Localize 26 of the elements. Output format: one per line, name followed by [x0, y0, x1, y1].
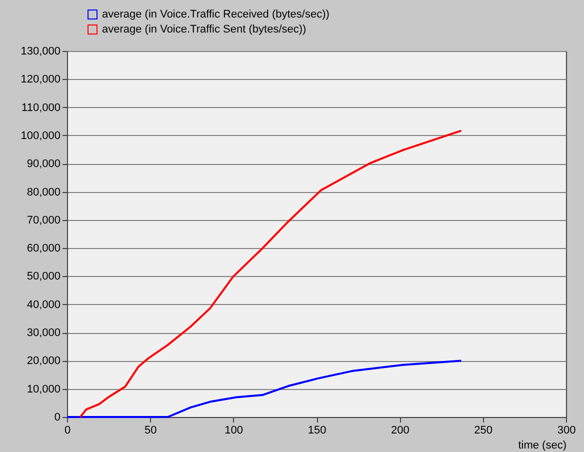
- x-axis-title: time (sec): [518, 440, 566, 452]
- line-series: [79, 130, 462, 418]
- x-tick-label: 150: [308, 424, 326, 436]
- y-tick-label: 130,000: [20, 46, 60, 58]
- x-tick-label: 300: [557, 424, 576, 436]
- legend-label: average (in Voice.Traffic Received (bytes/sec)): [102, 8, 330, 20]
- x-tick-label: 50: [144, 424, 157, 436]
- y-tick-label: 90,000: [26, 158, 60, 170]
- y-tick-label: 110,000: [22, 102, 60, 114]
- y-tick-label: 100,000: [20, 130, 60, 142]
- legend-label: average (in Voice.Traffic Sent (bytes/sec)): [102, 24, 306, 36]
- y-tick-label: 20,000: [26, 355, 60, 368]
- y-tick-label: 70,000: [26, 214, 60, 226]
- y-tick-label: 120,000: [20, 74, 60, 86]
- y-tick-label: 60,000: [26, 242, 60, 255]
- x-tick-label: 250: [474, 424, 493, 436]
- y-tick-label: 50,000: [26, 270, 60, 283]
- x-tick-label: 0: [64, 424, 71, 436]
- y-tick-label: 80,000: [26, 186, 60, 198]
- x-tick-label: 200: [390, 424, 410, 436]
- y-tick-label: 30,000: [26, 327, 60, 340]
- y-tick-label: 40,000: [26, 298, 60, 311]
- x-tick-label: 100: [224, 424, 244, 436]
- line-series: [66, 360, 462, 418]
- y-tick-label: 10,000: [26, 383, 60, 396]
- y-tick-label: 0: [54, 412, 60, 424]
